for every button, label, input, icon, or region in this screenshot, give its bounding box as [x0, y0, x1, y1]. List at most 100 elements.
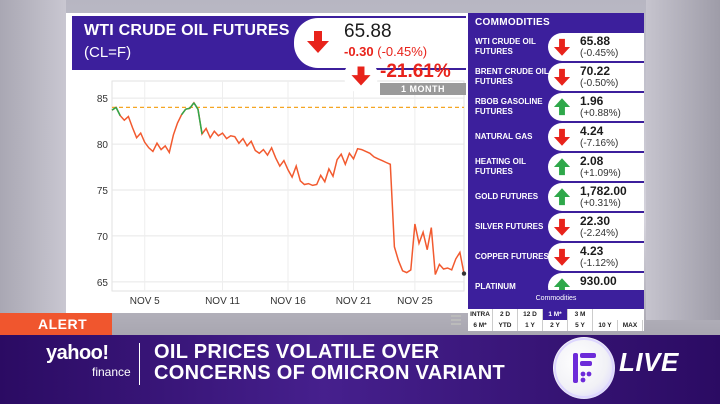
x-tick-label: NOV 11 — [205, 296, 240, 307]
commodity-row[interactable]: BRENT CRUDE OIL FUTURES 70.22 (-0.50%) — [468, 62, 644, 91]
range-button[interactable]: 5 Y — [568, 320, 593, 331]
commodity-change: (-0.45%) — [580, 48, 619, 59]
live-logo-icon — [553, 337, 615, 399]
range-button[interactable]: INTRA — [468, 309, 493, 320]
studio-right-wall — [646, 0, 720, 320]
commodity-quote: 4.23 (-1.12%) — [548, 243, 644, 271]
alert-label: ALERT — [0, 313, 112, 335]
price-line-segment-above — [115, 107, 121, 116]
commodity-quote: 70.22 (-0.50%) — [548, 63, 644, 91]
banner-divider — [139, 343, 140, 385]
quote-header: WTI CRUDE OIL FUTURES (CL=F) 65.88 -0.30… — [72, 16, 466, 70]
commodity-quote: 1.96 (+0.88%) — [548, 93, 644, 121]
commodity-quote: 4.24 (-7.16%) — [548, 123, 644, 151]
x-tick-label: NOV 21 — [336, 296, 372, 307]
range-button[interactable]: 3 M — [568, 309, 593, 320]
commodity-name: GOLD FUTURES — [475, 191, 539, 201]
commodity-change: (-2.24%) — [580, 228, 619, 239]
commodity-price: 22.30 — [580, 214, 611, 228]
commodity-row[interactable]: RBOB GASOLINE FUTURES 1.96 (+0.88%) — [468, 92, 644, 121]
range-button[interactable]: 6 M* — [468, 320, 493, 331]
brand-subtitle: finance — [92, 365, 131, 379]
instrument-title: WTI CRUDE OIL FUTURES — [84, 22, 290, 39]
range-button[interactable]: YTD — [493, 320, 518, 331]
commodity-change: (+0.88%) — [580, 108, 621, 119]
commodity-price: 1,782.00 — [580, 184, 627, 198]
price-line-segment-above — [180, 108, 187, 116]
price-change-value: -0.30 — [344, 44, 374, 59]
down-arrow-icon — [298, 22, 338, 62]
commodity-row[interactable]: GOLD FUTURES 1,782.00 (+0.31%) — [468, 182, 644, 211]
performance-percent: -21.61% — [380, 61, 451, 82]
commodity-name: COPPER FUTURES — [475, 251, 549, 261]
price-line-segment-above — [193, 102, 199, 110]
last-price-marker — [461, 271, 467, 276]
commodity-name: PLATINUM — [475, 281, 516, 291]
range-button[interactable]: 1 Y — [518, 320, 543, 331]
brand-name: yahoo! — [46, 342, 109, 364]
commodity-price: 70.22 — [580, 64, 611, 78]
price-change-percent: (-0.45%) — [377, 44, 428, 59]
live-label: LIVE — [619, 347, 679, 377]
commodity-row[interactable]: NATURAL GAS 4.24 (-7.16%) — [468, 122, 644, 151]
commodity-change: (+1.09%) — [580, 168, 621, 179]
x-tick-label: NOV 16 — [270, 296, 306, 307]
commodity-price: 2.08 — [580, 154, 604, 168]
commodity-row[interactable]: SILVER FUTURES 22.30 (-2.24%) — [468, 212, 644, 241]
studio-left-wall — [0, 0, 66, 320]
commodity-price: 65.88 — [580, 34, 611, 48]
commodity-quote: 22.30 (-2.24%) — [548, 213, 644, 241]
up-arrow-icon — [549, 94, 575, 120]
commodity-name: RBOB GASOLINE FUTURES — [475, 96, 543, 116]
down-arrow-icon — [549, 124, 575, 150]
commodity-change: (+0.31%) — [580, 198, 621, 209]
up-arrow-icon — [549, 184, 575, 210]
range-button[interactable]: 10 Y — [593, 320, 618, 331]
price-line-segment-above — [189, 102, 195, 109]
last-price: 65.88 — [344, 21, 392, 42]
commodity-name: NATURAL GAS — [475, 131, 533, 141]
headline: OIL PRICES VOLATILE OVER CONCERNS OF OMI… — [154, 342, 534, 384]
x-tick-label: NOV 25 — [397, 296, 433, 307]
commodity-price: 1.96 — [580, 94, 604, 108]
price-line — [111, 101, 465, 275]
commodity-row[interactable]: WTI CRUDE OIL FUTURES 65.88 (-0.45%) — [468, 32, 644, 61]
range-button[interactable]: 1 M* — [543, 309, 568, 320]
range-button[interactable]: 12 D — [518, 309, 543, 320]
commodity-name: SILVER FUTURES — [475, 221, 544, 231]
y-tick-label: 70 — [97, 232, 109, 243]
commodity-quote: 65.88 (-0.45%) — [548, 33, 644, 61]
commodity-row[interactable]: COPPER FUTURES 4.23 (-1.12%) — [468, 242, 644, 271]
price-line-segment-above — [111, 106, 117, 111]
commodity-name: BRENT CRUDE OIL FUTURES — [475, 66, 549, 86]
down-arrow-icon — [344, 59, 378, 93]
commodity-change: (-1.12%) — [580, 258, 619, 269]
commodity-quote: 2.08 (+1.09%) — [548, 153, 644, 181]
commodity-change: (-0.50%) — [580, 78, 619, 89]
sidebar-title: COMMODITIES — [475, 17, 550, 28]
instrument-symbol: (CL=F) — [84, 44, 132, 61]
headline-line-2: CONCERNS OF OMICRON VARIANT — [154, 362, 506, 384]
commodities-sidebar: COMMODITIES WTI CRUDE OIL FUTURES 65.88 (-… — [468, 13, 644, 309]
headline-line-1: OIL PRICES VOLATILE OVER — [154, 341, 440, 363]
commodity-row[interactable]: HEATING OIL FUTURES 2.08 (+1.09%) — [468, 152, 644, 181]
commodity-name: WTI CRUDE OIL FUTURES — [475, 36, 536, 56]
down-arrow-icon — [549, 64, 575, 90]
commodity-quote: 1,782.00 (+0.31%) — [548, 183, 644, 211]
down-arrow-icon — [549, 214, 575, 240]
sidebar-footer-link[interactable]: Commodities — [468, 290, 644, 307]
range-button[interactable]: 2 D — [493, 309, 518, 320]
range-button[interactable]: MAX — [618, 320, 643, 331]
y-tick-label: 65 — [97, 278, 109, 289]
performance-box: -21.61% 1 MONTH — [344, 59, 466, 95]
down-arrow-icon — [549, 244, 575, 270]
range-button[interactable]: 2 Y — [543, 320, 568, 331]
price-chart: 85 80 75 70 65 NOV 5 NOV 11 NOV 16 NOV 21 NOV 25 — [97, 80, 467, 307]
y-tick-label: 85 — [97, 94, 109, 105]
grid-menu-icon[interactable] — [451, 312, 461, 325]
down-arrow-icon — [549, 34, 575, 60]
yahoo-finance-live-icon — [554, 338, 614, 398]
y-tick-label: 80 — [97, 140, 109, 151]
yahoo-finance-logo: yahoo! — [46, 342, 109, 365]
